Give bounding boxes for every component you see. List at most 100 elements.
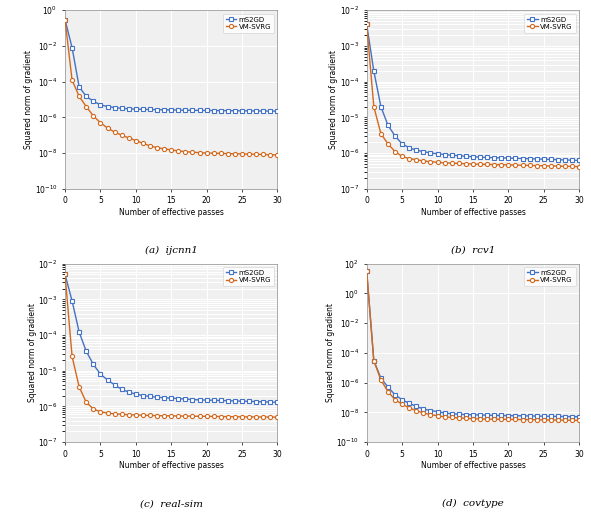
VM-SVRG	[469, 416, 476, 422]
VM-SVRG	[260, 151, 267, 157]
VM-SVRG	[512, 162, 519, 168]
mS2GD	[427, 150, 434, 156]
VM-SVRG	[363, 268, 370, 274]
mS2GD	[61, 16, 69, 23]
VM-SVRG	[533, 417, 540, 423]
VM-SVRG	[498, 416, 505, 423]
mS2GD	[83, 93, 90, 99]
VM-SVRG	[561, 163, 569, 169]
mS2GD	[391, 392, 398, 398]
VM-SVRG	[363, 22, 370, 28]
VM-SVRG	[441, 414, 448, 420]
VM-SVRG	[83, 103, 90, 109]
mS2GD	[554, 157, 561, 163]
VM-SVRG	[90, 113, 97, 119]
mS2GD	[420, 406, 427, 412]
VM-SVRG	[196, 150, 203, 156]
Text: (d)  covtype: (d) covtype	[442, 499, 504, 508]
VM-SVRG	[274, 152, 281, 158]
mS2GD	[498, 412, 505, 418]
VM-SVRG	[519, 416, 526, 423]
VM-SVRG	[217, 150, 225, 156]
Line: VM-SVRG: VM-SVRG	[365, 23, 582, 169]
mS2GD	[274, 399, 281, 406]
mS2GD	[505, 155, 512, 161]
mS2GD	[154, 394, 161, 400]
mS2GD	[132, 106, 139, 112]
VM-SVRG	[104, 125, 111, 131]
mS2GD	[413, 403, 420, 410]
mS2GD	[405, 400, 413, 407]
VM-SVRG	[398, 153, 405, 159]
mS2GD	[483, 154, 491, 160]
mS2GD	[139, 106, 147, 113]
Line: mS2GD: mS2GD	[63, 17, 280, 113]
VM-SVRG	[533, 162, 540, 169]
mS2GD	[576, 157, 583, 163]
mS2GD	[391, 133, 398, 139]
VM-SVRG	[132, 412, 139, 418]
mS2GD	[498, 155, 505, 161]
Y-axis label: Squared norm of gradient: Squared norm of gradient	[28, 303, 37, 402]
mS2GD	[189, 107, 196, 114]
VM-SVRG	[391, 149, 398, 155]
VM-SVRG	[455, 415, 462, 421]
VM-SVRG	[441, 160, 448, 166]
mS2GD	[161, 107, 168, 113]
VM-SVRG	[246, 414, 253, 420]
mS2GD	[260, 108, 267, 114]
X-axis label: Number of effective passes: Number of effective passes	[119, 462, 223, 470]
mS2GD	[448, 411, 455, 417]
VM-SVRG	[469, 161, 476, 167]
mS2GD	[519, 155, 526, 161]
VM-SVRG	[260, 414, 267, 420]
mS2GD	[161, 395, 168, 401]
mS2GD	[111, 382, 118, 388]
mS2GD	[455, 153, 462, 159]
mS2GD	[125, 389, 132, 395]
VM-SVRG	[491, 416, 498, 423]
mS2GD	[203, 107, 210, 114]
mS2GD	[526, 156, 533, 162]
mS2GD	[569, 414, 576, 420]
mS2GD	[147, 393, 154, 399]
mS2GD	[413, 147, 420, 153]
mS2GD	[132, 391, 139, 397]
mS2GD	[398, 397, 405, 403]
VM-SVRG	[540, 162, 547, 169]
VM-SVRG	[569, 417, 576, 424]
mS2GD	[225, 398, 232, 404]
VM-SVRG	[147, 143, 154, 149]
Text: (b)  rcv1: (b) rcv1	[451, 246, 495, 255]
mS2GD	[363, 268, 370, 274]
mS2GD	[377, 375, 384, 381]
Y-axis label: Squared norm of gradient: Squared norm of gradient	[24, 50, 33, 149]
VM-SVRG	[175, 148, 182, 154]
VM-SVRG	[377, 377, 384, 383]
VM-SVRG	[210, 150, 217, 156]
VM-SVRG	[161, 413, 168, 419]
VM-SVRG	[462, 415, 469, 421]
mS2GD	[246, 108, 253, 114]
mS2GD	[246, 398, 253, 405]
VM-SVRG	[483, 161, 491, 168]
mS2GD	[175, 107, 182, 113]
mS2GD	[547, 156, 554, 162]
Line: mS2GD: mS2GD	[63, 272, 280, 405]
mS2GD	[232, 398, 239, 404]
VM-SVRG	[111, 129, 118, 135]
VM-SVRG	[161, 146, 168, 152]
VM-SVRG	[505, 416, 512, 423]
mS2GD	[448, 152, 455, 158]
VM-SVRG	[97, 120, 104, 126]
VM-SVRG	[384, 141, 391, 147]
VM-SVRG	[519, 162, 526, 168]
mS2GD	[491, 412, 498, 418]
mS2GD	[462, 412, 469, 418]
mS2GD	[405, 145, 413, 151]
mS2GD	[104, 377, 111, 383]
VM-SVRG	[239, 151, 246, 157]
VM-SVRG	[147, 412, 154, 418]
Text: (c)  real-sim: (c) real-sim	[139, 499, 203, 508]
VM-SVRG	[83, 399, 90, 406]
